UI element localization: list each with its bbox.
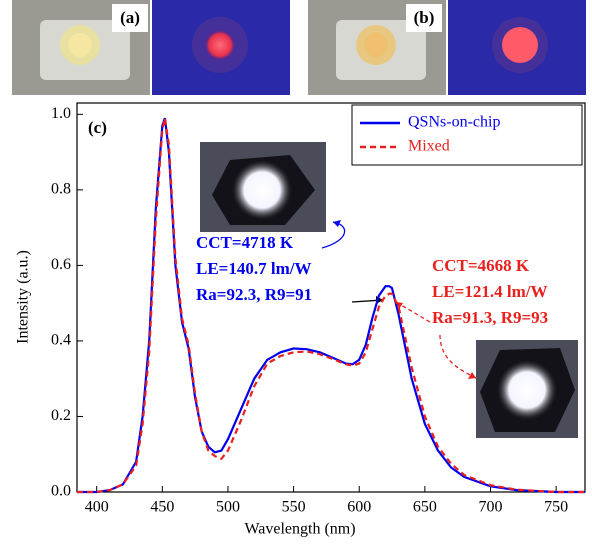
- x-tick-label: 550: [282, 499, 306, 516]
- x-tick-label: 400: [85, 499, 109, 516]
- annotation: Ra=92.3, R9=91: [196, 285, 312, 304]
- series-line: [77, 117, 585, 494]
- x-tick-label: 600: [347, 499, 371, 516]
- y-tick-label: 0.6: [51, 256, 71, 273]
- x-tick-label: 700: [478, 499, 502, 516]
- inset-photo: [200, 142, 326, 232]
- y-tick-label: 0.8: [51, 181, 71, 198]
- legend-label: QSNs-on-chip: [408, 114, 500, 131]
- plot-frame: [76, 102, 586, 493]
- arrow-head: [333, 220, 341, 227]
- photo-a: (a): [12, 0, 290, 95]
- x-tick-label: 450: [150, 499, 174, 516]
- arrow-head: [396, 302, 403, 309]
- y-tick-label: 0.4: [51, 332, 71, 349]
- panel-label: (a): [120, 8, 140, 27]
- annotation: CCT=4668 K: [432, 256, 530, 275]
- y-tick-label: 0.2: [51, 407, 71, 424]
- legend-box: [351, 104, 583, 166]
- y-axis-title: Intensity (a.u.): [15, 250, 32, 344]
- annotation: CCT=4718 K: [196, 233, 294, 252]
- x-tick-label: 500: [216, 499, 240, 516]
- arrow-head: [468, 372, 476, 379]
- inset-photo: [476, 340, 578, 438]
- panel-label: (c): [88, 118, 107, 137]
- x-tick-label: 650: [413, 499, 437, 516]
- panel-label: (b): [414, 8, 435, 27]
- x-axis-title: Wavelength (nm): [244, 521, 355, 538]
- legend-label: Mixed: [408, 138, 450, 155]
- annotation: LE=140.7 lm/W: [196, 259, 311, 278]
- y-tick-label: 1.0: [51, 105, 71, 122]
- x-tick-label: 750: [544, 499, 568, 516]
- annotation: LE=121.4 lm/W: [432, 282, 547, 301]
- annotation: Ra=91.3, R9=93: [432, 308, 548, 327]
- photo-b: (b): [308, 0, 586, 95]
- arrow: [439, 334, 477, 379]
- y-tick-label: 0.0: [51, 483, 71, 500]
